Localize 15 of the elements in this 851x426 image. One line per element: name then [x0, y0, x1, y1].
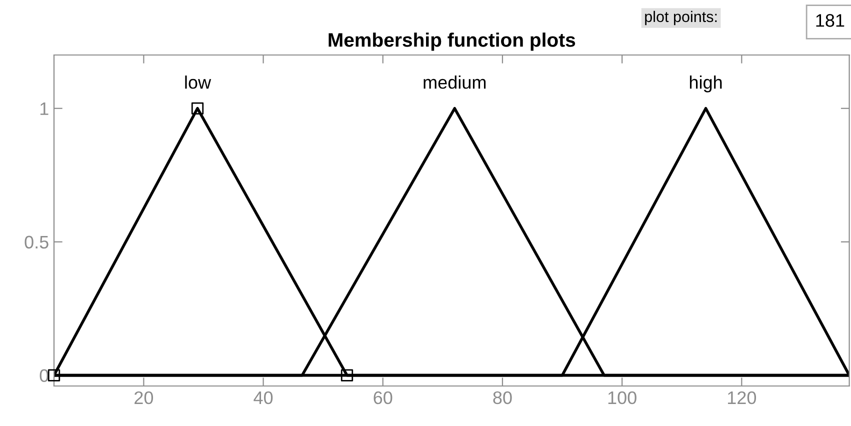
x-tick-label: 20 [134, 391, 154, 404]
x-tick-label: 80 [493, 391, 512, 404]
text: plot points: [645, 10, 717, 26]
y-tick-label: 0.5 [24, 236, 48, 249]
series-label: medium [424, 76, 486, 89]
series-label: high [690, 76, 722, 92]
series-label: low [185, 76, 212, 89]
x-tick-label: 120 [728, 391, 756, 404]
text: 181 [816, 14, 844, 27]
x-tick-label: 100 [608, 391, 636, 404]
x-tick-label: 40 [254, 391, 273, 404]
x-tick-label: 60 [374, 391, 392, 404]
chart-title: Membership function plots [328, 32, 576, 51]
y-tick-label: 1 [40, 102, 48, 115]
y-tick-label: 0 [40, 369, 48, 382]
